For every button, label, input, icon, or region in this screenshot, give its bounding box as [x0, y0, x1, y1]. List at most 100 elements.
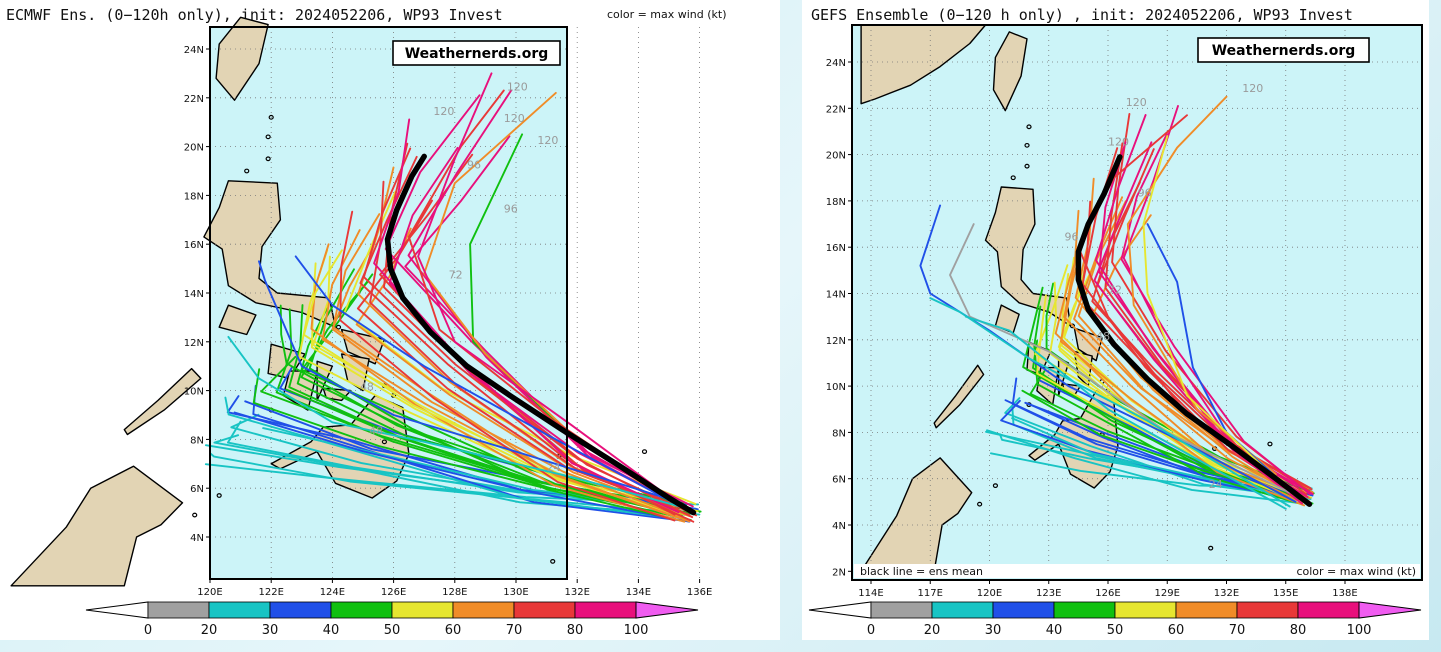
ensemble-track [1063, 209, 1303, 504]
latitude-label: 8N [832, 428, 846, 439]
ensemble-track [356, 199, 679, 511]
ensemble-track [1126, 95, 1277, 476]
islet-10 [977, 501, 983, 507]
longitude-labels: 120E 122E 124E 126E 128E 130E 132E 134E 136E [197, 579, 712, 598]
forecast-hour-label: 48 [369, 425, 383, 438]
map-frame [209, 26, 568, 580]
ensemble-track [209, 452, 701, 516]
latitude-label: 22N [826, 104, 846, 115]
gefs-panel: GEFS Ensemble (0−120 h only) , init: 202… [802, 0, 1429, 640]
longitude-label: 114E [858, 588, 883, 599]
watermark-box [1197, 37, 1370, 63]
islet-11 [992, 483, 999, 489]
notes-strip [854, 564, 1420, 578]
colorbar-segment [513, 601, 576, 619]
longitude-label: 124E [320, 587, 345, 598]
colorbar-segment [574, 601, 637, 619]
ensemble-track [310, 243, 686, 523]
latitude-label: 24N [184, 45, 204, 56]
colorbar: 0 20 30 40 50 60 70 80 100 [85, 601, 699, 638]
latitude-label: 10N [184, 387, 204, 398]
ensemble-track [1142, 135, 1287, 489]
ensemble-track [258, 260, 683, 504]
islet-3 [268, 114, 274, 120]
forecast-hour-label: 120 [504, 112, 525, 125]
colorbar-segment [452, 601, 515, 619]
forecast-hour-label: 120 [1242, 82, 1263, 95]
longitude-label: 132E [1214, 588, 1239, 599]
mindoro-land [218, 304, 257, 336]
colorbar-segment [870, 601, 933, 619]
forecast-hour-label: 72 [449, 268, 463, 281]
colorbar-segment [330, 601, 393, 619]
ensemble-mean-track [1075, 154, 1313, 507]
islet-3 [1026, 124, 1032, 130]
longitude-label: 123E [1036, 588, 1061, 599]
map-frame [851, 24, 1423, 581]
ensemble-track [339, 210, 676, 522]
latitude-label: 20N [184, 143, 204, 154]
longitude-labels: 114E 117E 120E 123E 126E 129E 132E 135E 138E [858, 580, 1358, 599]
ecmwf-track-map: 120 120 120 120 96 96 72 48 48 24 4N 6N 8N 10N 12N 14N 1… [10, 16, 712, 638]
colorbar-segment [1175, 601, 1238, 619]
latitude-label: 2N [832, 567, 846, 578]
palawan-land [933, 364, 985, 429]
samar-land [1073, 327, 1103, 362]
colorbar-segment [931, 601, 994, 619]
watermark: Weathernerds.org [392, 40, 561, 66]
longitude-label: 128E [442, 587, 467, 598]
colorbar-tick-label: 60 [1168, 623, 1185, 638]
forecast-hour-label: 120 [433, 105, 454, 118]
latitude-label: 4N [832, 521, 846, 532]
latitude-label: 16N [826, 243, 846, 254]
colorbar-tick-label: 80 [1290, 623, 1307, 638]
longitude-label: 122E [258, 587, 283, 598]
colorbar-tick-label: 70 [1229, 623, 1246, 638]
islet-2 [1010, 175, 1016, 181]
forecast-hour-label: 24 [547, 461, 561, 474]
colorbar-tick-label: 40 [1046, 623, 1063, 638]
islet-10 [192, 512, 198, 518]
latitude-label: 14N [826, 290, 846, 301]
colorbar-min-arrow [808, 601, 872, 619]
colorbar: 0 20 30 40 50 60 70 80 100 [808, 601, 1422, 638]
forecast-hour-labels: 120 120 120 120 96 96 72 48 48 24 [360, 80, 561, 474]
islet-11 [216, 493, 222, 498]
islet-0 [1024, 142, 1030, 148]
ensemble-track [1029, 370, 1309, 494]
forecast-hour-labels: 120 120 120 96 96 72 48 24 [1065, 82, 1264, 491]
watermark-box [392, 40, 561, 66]
islet-2 [244, 168, 250, 174]
colorbar-segment [147, 601, 210, 619]
forecast-hour-label: 120 [507, 80, 528, 93]
gefs-title: GEFS Ensemble (0−120 h only) , init: 202… [811, 6, 1353, 24]
ensemble-track [227, 335, 686, 509]
ensemble-track [964, 315, 1287, 510]
latitude-label: 8N [190, 435, 204, 446]
ensemble-track [233, 411, 691, 523]
colorbar-tick-label: 40 [323, 623, 340, 638]
latitude-label: 16N [184, 240, 204, 251]
forecast-hour-label: 48 [360, 381, 374, 394]
latitude-label: 18N [826, 197, 846, 208]
colorbar-tick-label: 20 [924, 623, 941, 638]
colorbar-tick-label: 60 [445, 623, 462, 638]
ensemble-mean-track [384, 153, 697, 516]
ensemble-track [298, 249, 690, 517]
colorbar-tick-label: 50 [1107, 623, 1124, 638]
colorbar-tick-label: 30 [262, 623, 279, 638]
ecmwf-panel: ECMWF Ens. (0−120h only), init: 20240522… [6, 6, 727, 638]
gridlines [209, 27, 700, 579]
latitude-labels: 4N 6N 8N 10N 12N 14N 16N 18N 20N 22N 24N [184, 45, 210, 544]
colorbar-tick-label: 100 [624, 623, 649, 638]
forecast-hour-label: 72 [1108, 284, 1122, 297]
latitude-label: 18N [184, 191, 204, 202]
longitude-label: 132E [564, 587, 589, 598]
colorbar-min-arrow [85, 601, 149, 619]
colorbar-tick-label: 30 [985, 623, 1002, 638]
colorbar-max-arrow [635, 601, 699, 619]
ecmwf-color-note: color = max wind (kt) [607, 8, 727, 21]
colorbar-segment [1053, 601, 1116, 619]
watermark-text: Weathernerds.org [405, 46, 549, 62]
forecast-hour-label: 48 [1096, 330, 1110, 343]
